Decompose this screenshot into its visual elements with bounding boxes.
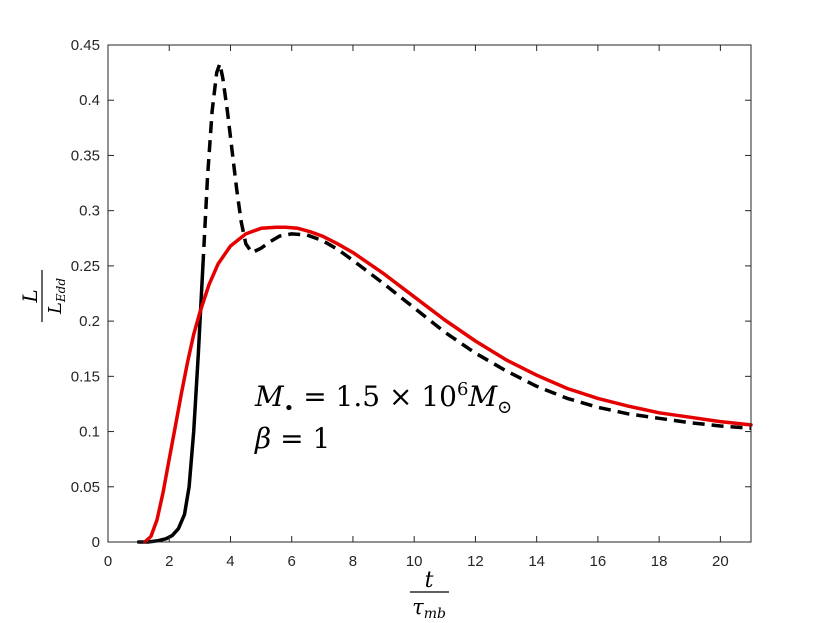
y-tick-label: 0.35	[71, 147, 100, 164]
solar-mass-symbol: M	[467, 380, 498, 413]
mass-subscript: •	[284, 398, 295, 419]
series-red-line	[142, 225, 753, 544]
y-axis-label: L LEdd	[18, 270, 68, 322]
annotation-line2: β = 1	[254, 422, 330, 455]
x-tick-label: 14	[528, 553, 545, 570]
x-label-tau-sub: mb	[424, 606, 446, 622]
y-tick-label: 0.25	[71, 258, 100, 275]
y-tick-label: 0.2	[79, 313, 100, 330]
solar-subscript: ⊙	[497, 397, 512, 418]
mass-symbol: M	[254, 380, 285, 413]
x-tick-label: 10	[406, 553, 423, 570]
series-black-solid-line	[136, 264, 205, 544]
x-tick-label: 6	[288, 553, 296, 570]
x-label-numerator: t	[425, 568, 434, 593]
y-label-numerator: L	[18, 289, 42, 303]
x-tick-label: 0	[104, 553, 112, 570]
series-black-dashed-line	[201, 62, 752, 430]
y-label-denominator-sub: Edd	[54, 278, 68, 303]
x-label-denominator: τmb	[412, 595, 446, 622]
y-tick-label: 0.3	[79, 203, 100, 220]
x-tick-label: 2	[165, 553, 173, 570]
y-tick-label: 0	[92, 534, 100, 551]
y-label-denominator-base: L	[45, 302, 66, 315]
x-axis-label: t τmb	[410, 568, 449, 622]
series-layer	[136, 62, 753, 544]
x-tick-label: 8	[349, 553, 357, 570]
y-tick-label: 0.4	[79, 92, 100, 109]
x-tick-label: 20	[712, 553, 729, 570]
x-label-tau: τ	[412, 595, 424, 619]
beta-equals: = 1	[271, 422, 330, 455]
x-tick-label: 18	[651, 553, 668, 570]
ticks-layer: 0 2 4 6 8 10 12 14 16 18 20 0 0.05 0.1 0.15 0.2 0.25 0.3 0…	[71, 37, 751, 570]
y-tick-label: 0.1	[79, 424, 100, 441]
annotation-line1: M• = 1.5 × 106M⊙	[254, 379, 512, 419]
beta-symbol: β	[254, 422, 271, 455]
axes-box	[107, 44, 752, 543]
plot-area	[108, 45, 751, 542]
annotation: M• = 1.5 × 106M⊙ β = 1	[254, 379, 512, 455]
mass-equals: = 1.5 × 10	[294, 380, 457, 413]
y-tick-label: 0.45	[71, 37, 100, 54]
x-tick-label: 16	[590, 553, 607, 570]
y-label-denominator: LEdd	[45, 278, 68, 315]
x-tick-label: 4	[226, 553, 234, 570]
y-tick-label: 0.05	[71, 479, 100, 496]
y-tick-label: 0.15	[71, 368, 100, 385]
x-tick-label: 12	[467, 553, 484, 570]
mass-exponent: 6	[457, 379, 468, 400]
